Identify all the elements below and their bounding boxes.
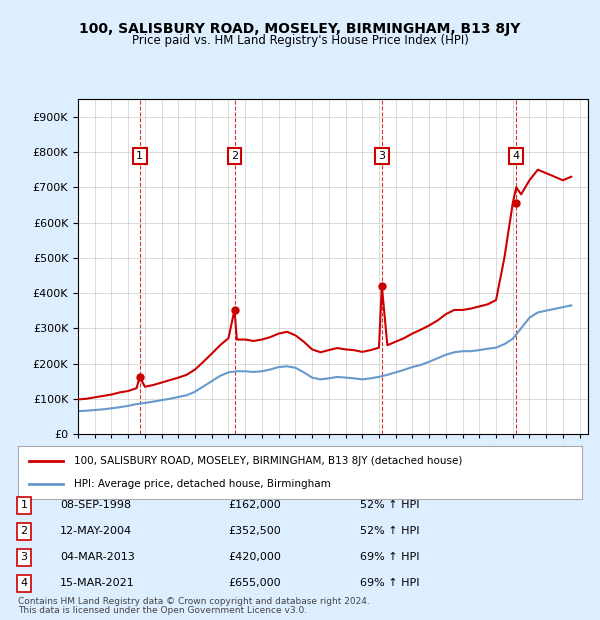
Text: 2: 2: [20, 526, 28, 536]
Text: 52% ↑ HPI: 52% ↑ HPI: [360, 526, 419, 536]
Text: Contains HM Land Registry data © Crown copyright and database right 2024.: Contains HM Land Registry data © Crown c…: [18, 597, 370, 606]
Text: 4: 4: [513, 151, 520, 161]
Text: 69% ↑ HPI: 69% ↑ HPI: [360, 578, 419, 588]
Text: 100, SALISBURY ROAD, MOSELEY, BIRMINGHAM, B13 8JY (detached house): 100, SALISBURY ROAD, MOSELEY, BIRMINGHAM…: [74, 456, 463, 466]
Text: 1: 1: [136, 151, 143, 161]
Text: HPI: Average price, detached house, Birmingham: HPI: Average price, detached house, Birm…: [74, 479, 331, 489]
Text: £420,000: £420,000: [228, 552, 281, 562]
Text: £655,000: £655,000: [228, 578, 281, 588]
Text: 52% ↑ HPI: 52% ↑ HPI: [360, 500, 419, 510]
Text: 04-MAR-2013: 04-MAR-2013: [60, 552, 135, 562]
Text: 3: 3: [379, 151, 385, 161]
Text: 08-SEP-1998: 08-SEP-1998: [60, 500, 131, 510]
Text: This data is licensed under the Open Government Licence v3.0.: This data is licensed under the Open Gov…: [18, 606, 307, 615]
Text: Price paid vs. HM Land Registry's House Price Index (HPI): Price paid vs. HM Land Registry's House …: [131, 34, 469, 47]
Text: 12-MAY-2004: 12-MAY-2004: [60, 526, 132, 536]
Text: 100, SALISBURY ROAD, MOSELEY, BIRMINGHAM, B13 8JY: 100, SALISBURY ROAD, MOSELEY, BIRMINGHAM…: [79, 22, 521, 36]
Text: 2: 2: [231, 151, 238, 161]
Text: 4: 4: [20, 578, 28, 588]
Text: £162,000: £162,000: [228, 500, 281, 510]
Text: £352,500: £352,500: [228, 526, 281, 536]
Text: 3: 3: [20, 552, 28, 562]
Text: 69% ↑ HPI: 69% ↑ HPI: [360, 552, 419, 562]
Text: 15-MAR-2021: 15-MAR-2021: [60, 578, 135, 588]
Text: 1: 1: [20, 500, 28, 510]
